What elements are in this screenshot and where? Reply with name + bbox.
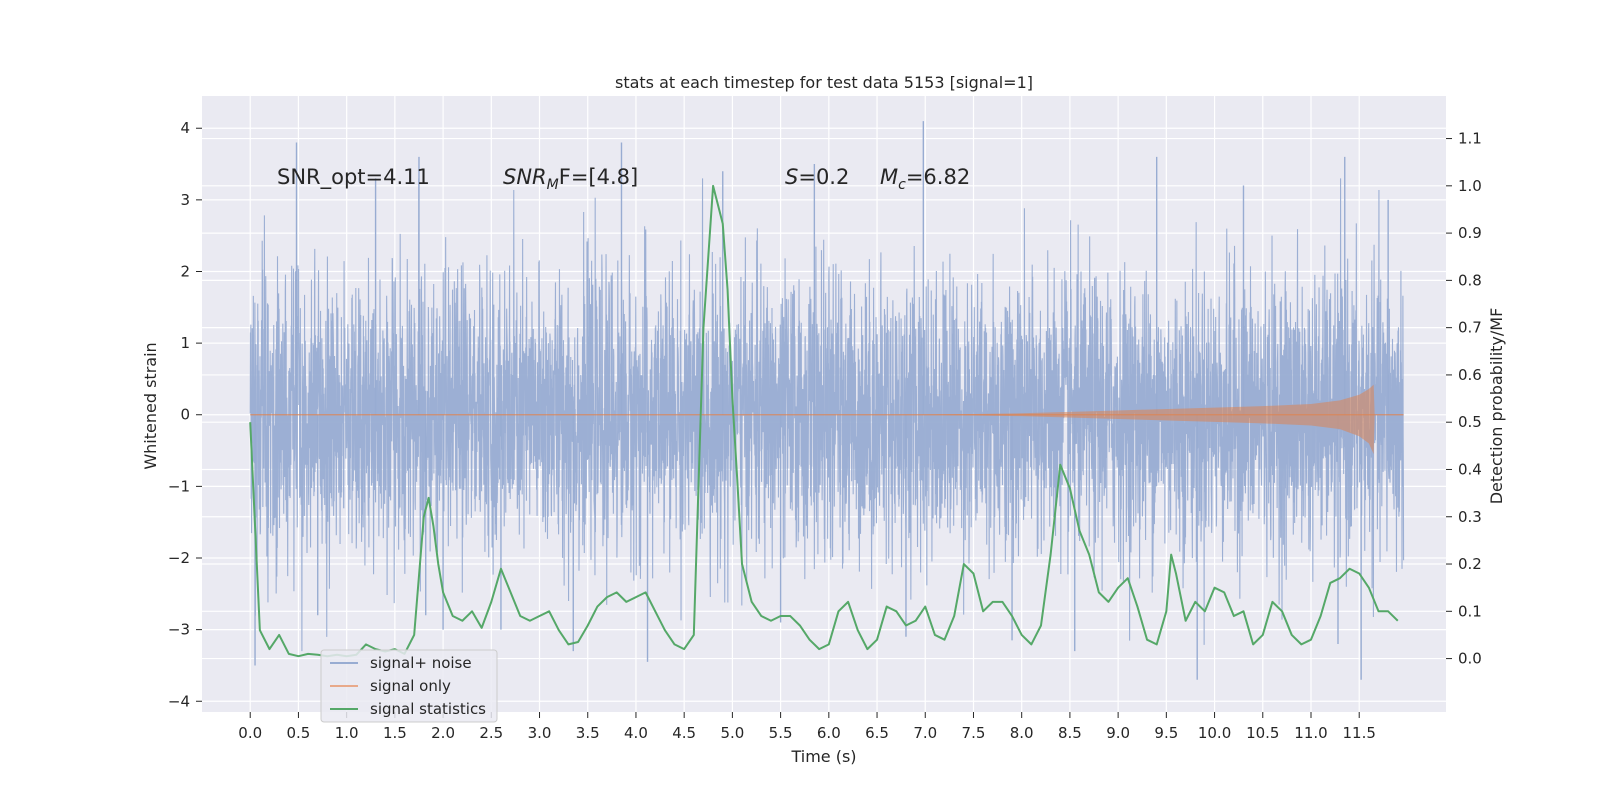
- y-right-tick-label: 0.3: [1458, 508, 1482, 526]
- annotation-snr-mf-value: F=[4.8]: [559, 165, 638, 189]
- ticks-layer: 0.0 0.5 1.0 1.5 2.0 2.5 3.0 3.5 4.0 4.5 5.0 5.5 6.0 6…: [168, 119, 1482, 742]
- stats-line: [249, 184, 1399, 658]
- annotation-snr-mf-subscript: M: [547, 177, 559, 193]
- x-tick-label: 1.0: [335, 724, 359, 742]
- annotation-snr-mf-symbol: SNR: [503, 165, 547, 189]
- annotation-s-symbol: S: [785, 165, 798, 189]
- legend: signal+ noise signal only signal statist…: [320, 649, 498, 723]
- y-left-tick-label: −3: [168, 621, 190, 639]
- signal-series: [250, 384, 1404, 455]
- x-tick-label: 2.5: [479, 724, 503, 742]
- annotation-s: S=0.2: [785, 165, 849, 189]
- annotation-snr-mf: SNRMF=[4.8]: [503, 165, 638, 193]
- y-left-tick-label: −1: [168, 477, 190, 495]
- x-tick-label: 10.5: [1246, 724, 1279, 742]
- y-left-tick-label: 3: [180, 191, 190, 209]
- y-left-tick-label: 4: [180, 119, 190, 137]
- y-right-tick-label: 1.1: [1458, 130, 1482, 148]
- x-tick-label: 6.0: [817, 724, 841, 742]
- annotation-mc-value: =6.82: [906, 165, 970, 189]
- x-tick-label: 8.5: [1058, 724, 1082, 742]
- annotation-mc-subscript: c: [898, 177, 906, 193]
- x-tick-label: 8.0: [1010, 724, 1034, 742]
- x-tick-label: 7.0: [913, 724, 937, 742]
- y-right-tick-label: 0.0: [1458, 650, 1482, 668]
- x-tick-label: 9.5: [1154, 724, 1178, 742]
- noise-series: [249, 121, 1405, 680]
- x-axis-title: Time (s): [790, 747, 856, 766]
- y-right-tick-label: 0.9: [1458, 224, 1482, 242]
- x-tick-label: 4.0: [624, 724, 648, 742]
- stats-series: [249, 184, 1399, 658]
- y-right-tick-label: 0.4: [1458, 460, 1482, 478]
- annotation-mc-symbol: M: [880, 165, 898, 189]
- y-axis-right-title: Detection probability/MF: [1487, 308, 1506, 505]
- y-left-tick-label: 1: [180, 334, 190, 352]
- x-tick-label: 3.0: [528, 724, 552, 742]
- annotation-s-value: =0.2: [798, 165, 849, 189]
- y-right-tick-label: 0.1: [1458, 602, 1482, 620]
- x-tick-label: 7.5: [962, 724, 986, 742]
- x-tick-label: 0.0: [238, 724, 262, 742]
- x-tick-label: 5.5: [769, 724, 793, 742]
- y-right-tick-label: 0.7: [1458, 319, 1482, 337]
- x-tick-label: 5.0: [720, 724, 744, 742]
- legend-label-noise: signal+ noise: [370, 654, 472, 672]
- legend-label-signal: signal only: [370, 677, 451, 695]
- x-tick-label: 9.0: [1106, 724, 1130, 742]
- legend-box: [320, 649, 498, 723]
- noise-trace: [249, 178, 1405, 652]
- legend-label-stats: signal statistics: [370, 700, 486, 718]
- y-axis-left-title: Whitened strain: [141, 342, 160, 469]
- x-tick-label: 3.5: [576, 724, 600, 742]
- x-tick-label: 10.0: [1198, 724, 1231, 742]
- y-left-tick-label: −2: [168, 549, 190, 567]
- y-left-tick-label: 2: [180, 262, 190, 280]
- x-tick-label: 4.5: [672, 724, 696, 742]
- annotation-mc: Mc=6.82: [880, 165, 970, 193]
- x-tick-label: 6.5: [865, 724, 889, 742]
- y-left-tick-label: −4: [168, 692, 190, 710]
- x-tick-label: 2.0: [431, 724, 455, 742]
- chart-title: stats at each timestep for test data 515…: [615, 73, 1033, 92]
- signal-envelope: [250, 384, 1404, 455]
- y-right-tick-label: 0.5: [1458, 413, 1482, 431]
- y-left-tick-label: 0: [180, 406, 190, 424]
- x-tick-label: 11.5: [1343, 724, 1376, 742]
- x-tick-label: 1.5: [383, 724, 407, 742]
- y-right-tick-label: 0.6: [1458, 366, 1482, 384]
- annotation-snr-opt: SNR_opt=4.11: [277, 165, 430, 190]
- x-tick-label: 0.5: [287, 724, 311, 742]
- y-right-tick-label: 0.8: [1458, 271, 1482, 289]
- x-tick-label: 11.0: [1294, 724, 1327, 742]
- y-right-tick-label: 1.0: [1458, 177, 1482, 195]
- y-right-tick-label: 0.2: [1458, 555, 1482, 573]
